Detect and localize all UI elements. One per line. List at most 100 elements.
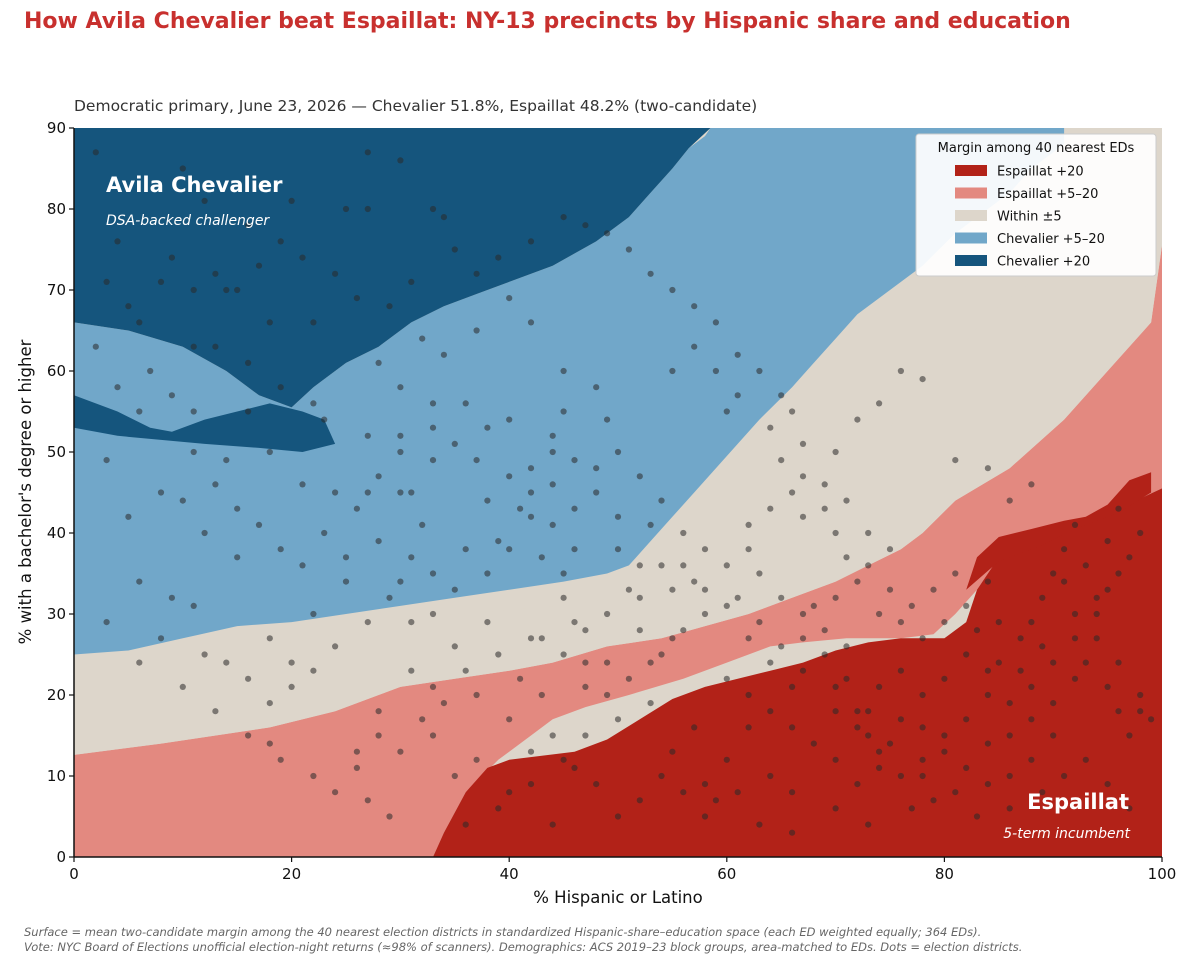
ed-dot: [517, 675, 524, 682]
ed-dot: [527, 319, 535, 326]
ed-dot: [353, 505, 360, 512]
ed-dot: [375, 473, 382, 480]
y-tick-label: 20: [47, 686, 66, 704]
region-espaillat-20-5: [433, 488, 1162, 857]
y-tick-label: 60: [47, 362, 66, 380]
ed-dot: [876, 748, 883, 755]
ed-dot: [701, 781, 709, 788]
ed-dot: [614, 813, 622, 820]
legend-swatch: [955, 187, 987, 199]
ed-dot: [897, 667, 905, 674]
ed-dot: [952, 570, 959, 577]
ed-dot: [963, 651, 970, 658]
ed-dot: [952, 457, 959, 464]
ed-dot: [778, 643, 785, 650]
ed-dot: [386, 303, 393, 310]
ed-dot: [506, 546, 513, 553]
candidate-annotations: Avila Chevalier DSA-backed challenger Es…: [106, 173, 1130, 842]
ed-dot: [1028, 756, 1035, 763]
ed-dot: [397, 448, 404, 456]
ed-dot: [92, 343, 99, 350]
ed-dot: [1104, 781, 1111, 788]
ed-dot: [223, 457, 230, 464]
ed-dot: [549, 432, 556, 439]
ed-dot: [168, 254, 175, 261]
ed-dot: [136, 659, 143, 666]
ed-dot: [332, 789, 339, 796]
ed-dot: [190, 602, 197, 610]
ed-dot: [723, 756, 730, 763]
region-chevalier-20-3: [74, 128, 711, 408]
ed-dot: [723, 675, 730, 682]
ed-dot: [571, 505, 578, 512]
ed-dot: [701, 586, 709, 593]
ed-dot: [245, 408, 252, 415]
ed-dot: [865, 562, 872, 569]
ed-dot: [571, 457, 578, 464]
ed-dot: [103, 278, 110, 285]
ed-dot: [506, 416, 513, 423]
ed-dot: [1137, 708, 1144, 715]
ed-dot: [832, 448, 839, 456]
ed-dot: [375, 708, 382, 715]
ed-dot: [582, 659, 589, 666]
annotation-espaillat-name: Espaillat: [1027, 790, 1129, 814]
ed-dot: [832, 708, 839, 715]
ed-dot: [680, 562, 687, 569]
ed-dot: [538, 635, 545, 642]
legend-label: Espaillat +20: [997, 165, 1084, 180]
ed-dot: [669, 286, 676, 294]
ed-dot: [1071, 635, 1079, 642]
ed-dot: [614, 513, 622, 520]
ed-dot: [582, 222, 589, 229]
ed-dot: [1093, 635, 1100, 642]
ed-dot: [789, 683, 796, 691]
ed-dot: [756, 821, 763, 828]
ed-dot: [897, 619, 905, 626]
ed-dot: [1006, 732, 1013, 739]
ed-dot: [473, 691, 480, 699]
ed-dot: [1050, 732, 1057, 739]
annotation-espaillat-desc: 5-term incumbent: [1003, 826, 1130, 842]
ed-dot: [266, 635, 273, 642]
ed-dot: [332, 643, 339, 650]
ed-dot: [408, 278, 415, 285]
region-chevalier-5-20-2: [74, 128, 1065, 655]
ed-dot: [321, 416, 328, 423]
ed-dot: [843, 497, 850, 504]
ed-dot: [582, 627, 589, 634]
ed-dot: [266, 740, 273, 747]
ed-dot: [658, 497, 665, 504]
ed-dot: [984, 667, 992, 674]
heatmap-chart: Avila Chevalier DSA-backed challenger Es…: [16, 119, 1176, 907]
ed-dot: [506, 295, 513, 302]
ed-dot: [658, 772, 665, 780]
election-district-dots: [92, 149, 1155, 836]
ed-dot: [647, 700, 654, 707]
ed-dot: [1050, 700, 1057, 707]
ed-dot: [429, 457, 437, 464]
ed-dot: [636, 797, 643, 804]
ed-dot: [745, 635, 752, 642]
ed-dot: [429, 683, 437, 691]
ed-dot: [386, 813, 393, 820]
ed-dot: [310, 772, 317, 780]
ed-dot: [799, 667, 807, 674]
ed-dot: [1082, 562, 1089, 569]
region-within-5-1: [74, 217, 1162, 755]
ed-dot: [712, 319, 720, 326]
ed-dot: [789, 829, 796, 836]
ed-dot: [179, 683, 186, 691]
ed-dot: [734, 351, 741, 358]
ed-dot: [930, 797, 937, 804]
ed-dot: [353, 295, 360, 302]
ed-dot: [604, 416, 611, 423]
ed-dot: [821, 627, 828, 634]
ed-dot: [364, 797, 371, 804]
ed-dot: [408, 489, 415, 496]
ed-dot: [919, 724, 926, 731]
ed-dot: [397, 432, 404, 439]
y-tick-label: 30: [47, 605, 66, 623]
ed-dot: [908, 805, 915, 812]
ed-dot: [680, 529, 687, 537]
